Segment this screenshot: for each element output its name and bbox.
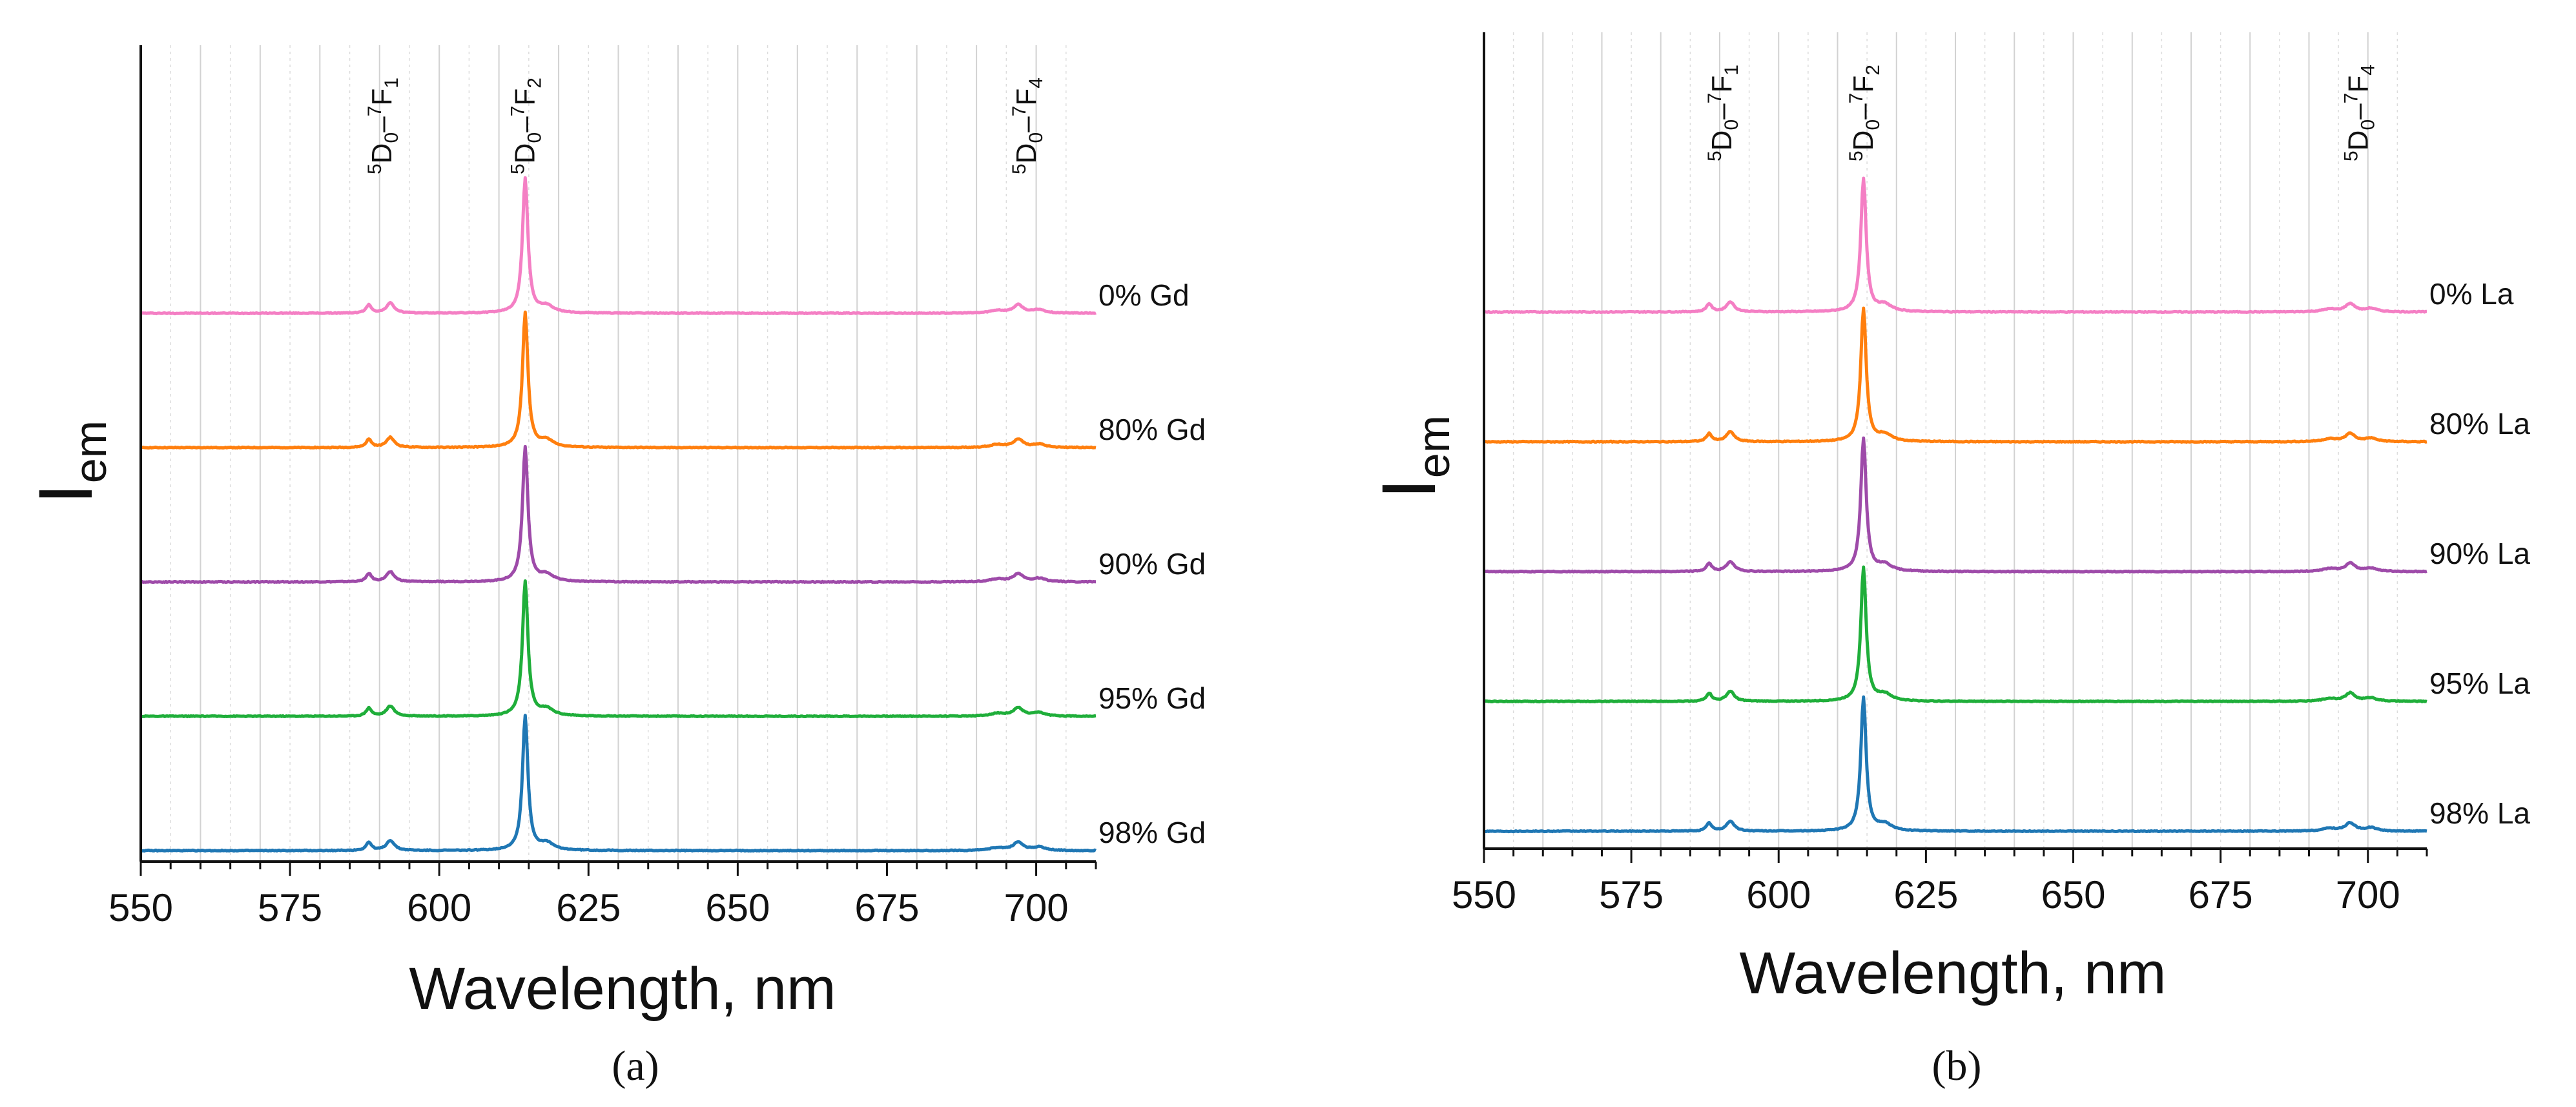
panel-b-caption: (b) [1932,1042,1982,1090]
panel-b-series-labels: 0% La 80% La 90% La 95% La 98% La [2429,277,2530,830]
panel-a-transition-5d0-7f2: 5D0–7F2 [508,78,546,174]
panel-a-series [139,176,1097,853]
panel-a-series-label-0: 0% Gd [1098,278,1190,312]
panel-b-series-label-1: 80% La [2429,407,2530,440]
panel-a-x-tick-label: 550 [108,886,173,929]
panel-a: 5D0–7F1 5D0–7F2 5D0–7F4 0% Gd 80% Gd 90%… [23,45,1206,1090]
panel-a-series-line-1 [140,310,1097,450]
panel-b-transition-5d0-7f4: 5D0–7F4 [2341,65,2379,161]
panel-a-y-axis-title-sub: em [65,420,116,483]
panel-a-x-tick-label: 700 [1004,886,1069,929]
panel-b-x-tick-label: 625 [1893,873,1958,916]
panel-b-y-axis-title: Iem [1366,415,1459,499]
panel-a-series-label-1: 80% Gd [1098,413,1206,446]
panel-b-x-tick-label: 700 [2336,873,2400,916]
panel-b-series-label-0: 0% La [2429,277,2514,311]
panel-b-series-label-2: 90% La [2429,537,2530,570]
panel-a-series-line-2 [140,444,1097,585]
panel-a-x-tick-label: 600 [407,886,471,929]
panel-b-series-line-4 [1483,695,2427,834]
panel-a-series-label-2: 90% Gd [1098,547,1206,581]
panel-b: 5D0–7F1 5D0–7F2 5D0–7F4 0% La 80% La 90%… [1366,32,2530,1090]
panel-a-x-tick-label: 675 [854,886,919,929]
panel-b-transition-5d0-7f2: 5D0–7F2 [1846,65,1884,161]
panel-b-y-axis-title-main: I [1366,478,1452,499]
panel-b-series-line-1 [1483,306,2427,444]
panel-a-x-tick-label: 575 [258,886,322,929]
panel-a-x-axis-title: Wavelength, nm [409,956,836,1022]
panel-b-transitions: 5D0–7F1 5D0–7F2 5D0–7F4 [1704,65,2379,161]
panel-a-y-axis-title: Iem [23,420,116,504]
panel-b-x-tick-label: 600 [1746,873,1811,916]
panel-b-x-tick-label: 650 [2041,873,2105,916]
panel-a-x-tick-label: 625 [556,886,621,929]
panel-a-x-tick-label: 650 [705,886,770,929]
panel-b-series-label-3: 95% La [2429,667,2530,700]
panel-a-series-line-3 [139,579,1097,719]
panel-b-series [1483,176,2427,834]
panel-a-caption: (a) [612,1042,659,1090]
panel-b-series-line-3 [1483,565,2427,704]
panel-b-x-tick-label: 675 [2189,873,2253,916]
panel-a-series-line-4 [140,714,1097,853]
panel-b-x-tick-label: 575 [1599,873,1664,916]
panel-b-series-line-2 [1483,436,2427,574]
panel-a-axes [139,45,1097,876]
panel-a-transition-5d0-7f4: 5D0–7F4 [1009,78,1047,174]
panel-a-series-labels: 0% Gd 80% Gd 90% Gd 95% Gd 98% Gd [1098,278,1206,849]
panel-a-grid [170,45,1067,862]
panel-b-axes [1483,32,2428,863]
panel-a-transition-5d0-7f1: 5D0–7F1 [364,78,402,174]
panel-a-series-label-3: 95% Gd [1098,681,1206,715]
panel-a-y-axis-title-main: I [23,483,108,504]
panel-a-x-ticks: 550 575 600 625 650 675 700 [108,886,1069,929]
panel-b-series-line-0 [1483,176,2427,315]
panel-b-x-tick-label: 550 [1452,873,1516,916]
panel-a-series-line-0 [139,176,1097,316]
panel-a-series-label-4: 98% Gd [1098,816,1206,849]
panel-a-transitions: 5D0–7F1 5D0–7F2 5D0–7F4 [364,78,1047,174]
panel-b-series-label-4: 98% La [2429,796,2530,830]
panel-b-transition-5d0-7f1: 5D0–7F1 [1704,65,1742,161]
panel-b-x-ticks: 550 575 600 625 650 675 700 [1452,873,2400,916]
panel-b-x-axis-title: Wavelength, nm [1739,940,2166,1006]
panel-b-y-axis-title-sub: em [1408,415,1459,478]
